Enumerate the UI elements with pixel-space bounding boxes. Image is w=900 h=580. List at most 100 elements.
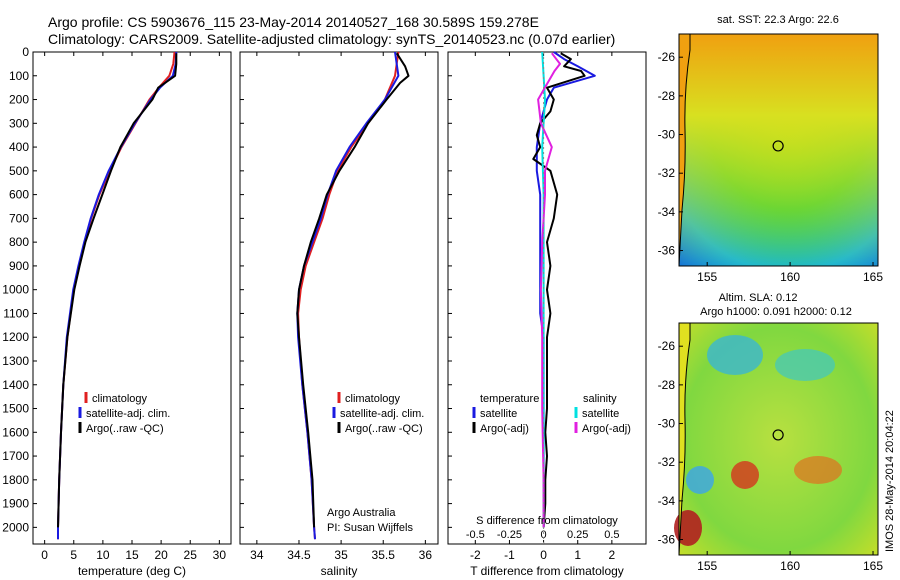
legend-climatology: climatology <box>92 393 148 405</box>
x-tick-label: -2 <box>470 548 481 562</box>
map-x-tick-label: 165 <box>863 270 883 284</box>
y-tick-label: 1700 <box>2 449 29 463</box>
x-tick-label: 5 <box>70 548 77 562</box>
map-y-tick-label: -36 <box>658 533 676 547</box>
legend-climatology: climatology <box>345 393 401 405</box>
y-tick-label: 200 <box>9 93 29 107</box>
map-y-tick-label: -36 <box>658 244 676 258</box>
legend-argo: Argo(..raw -QC) <box>86 423 164 435</box>
x-tick-label: 25 <box>184 548 198 562</box>
sst-frame <box>678 33 879 267</box>
y-tick-label: 100 <box>9 69 29 83</box>
map-y-tick-label: -26 <box>658 339 676 353</box>
x-tick-label: 1 <box>574 548 581 562</box>
salinity-legend: climatology satellite-adj. clim. Argo(..… <box>332 392 424 435</box>
y-tick-label: 300 <box>9 116 29 130</box>
map-y-tick-label: -34 <box>658 494 676 508</box>
map-y-tick-label: -34 <box>658 205 676 219</box>
y-tick-label: 1500 <box>2 402 29 416</box>
sla-eddy-high <box>794 456 842 484</box>
legend-satellite: satellite-adj. clim. <box>340 408 424 420</box>
map-y-tick-label: -28 <box>658 89 676 103</box>
y-tick-label: 900 <box>9 259 29 273</box>
map-y-tick-label: -32 <box>658 166 676 180</box>
series-line-argo-raw-qc- <box>296 52 410 528</box>
s-tick-label: 0.25 <box>567 529 588 541</box>
sla-eddy-low <box>707 335 763 375</box>
temperature-axes <box>32 51 232 545</box>
s-tick-label: -0.5 <box>466 529 485 541</box>
annotation-org: Argo Australia <box>327 507 396 519</box>
difference-xlabel: T difference from climatology <box>470 564 624 578</box>
sla-map-title-1: Altim. SLA: 0.12 <box>719 292 798 304</box>
salinity-series <box>296 51 410 540</box>
map-y-tick-label: -32 <box>658 455 676 469</box>
annotation-pi: PI: Susan Wijffels <box>327 522 413 534</box>
y-tick-label: 800 <box>9 235 29 249</box>
sst-argo-marker <box>772 140 784 152</box>
sla-map-title-2: Argo h1000: 0.091 h2000: 0.12 <box>700 306 852 318</box>
map-y-tick-label: -26 <box>658 50 676 64</box>
temperature-xlabel: temperature (deg C) <box>78 564 186 578</box>
x-tick-label: 36 <box>419 548 433 562</box>
legend-s-satellite: satellite <box>582 408 619 420</box>
y-tick-label: 2000 <box>2 520 29 534</box>
legend-t-satellite: satellite <box>480 408 517 420</box>
series-line-s-argo-adj- <box>537 52 561 528</box>
sla-map-ticks: 155 160 165 -26 -28 -30 -32 -34 -36 <box>658 339 884 573</box>
sla-eddy-high <box>674 510 702 546</box>
sla-frame <box>678 322 879 556</box>
legend-title-salinity: salinity <box>583 393 617 405</box>
x-tick-label: 0 <box>41 548 48 562</box>
y-tick-label: 1300 <box>2 354 29 368</box>
map-x-tick-label: 155 <box>697 559 717 573</box>
difference-panel: -2 -1 0 1 2 -0.5 -0.25 0 0.25 0.5 T difference fr… <box>447 51 647 578</box>
sst-map-title: sat. SST: 22.3 Argo: 22.6 <box>717 14 839 26</box>
sla-map-panel: Altim. SLA: 0.12 Argo h1000: 0.091 h2000… <box>658 292 884 573</box>
sst-warm-band <box>679 34 878 266</box>
temperature-axis-ticks: 0 5 10 15 20 25 30 <box>41 52 226 562</box>
temperature-legend: climatology satellite-adj. clim. Argo(..… <box>78 392 170 435</box>
difference-legend: temperature salinity satellite Argo(-adj… <box>472 393 631 435</box>
salinity-axis-ticks: 34 34.5 35 35.5 36 <box>240 51 433 562</box>
sla-eddy-high <box>731 461 759 489</box>
x-tick-label: 34 <box>250 548 264 562</box>
s-tick-label: 0.5 <box>604 529 619 541</box>
map-y-tick-label: -28 <box>658 378 676 392</box>
y-tick-label: 1800 <box>2 473 29 487</box>
x-tick-label: 0 <box>540 548 547 562</box>
header-line1: Argo profile: CS 5903676_115 23-May-2014… <box>48 14 539 30</box>
x-tick-label: 10 <box>96 548 110 562</box>
x-tick-label: -1 <box>504 548 515 562</box>
temperature-series <box>57 51 178 540</box>
map-x-tick-label: 165 <box>863 559 883 573</box>
salinity-xlabel: salinity <box>321 564 358 578</box>
sla-eddy-low <box>775 349 835 381</box>
side-stamp: IMOS 28-May-2014 20:04:22 <box>884 410 896 552</box>
s-tick-label: -0.25 <box>497 529 522 541</box>
legend-s-argo: Argo(-adj) <box>582 423 631 435</box>
series-line-argo-raw-qc- <box>57 53 178 528</box>
x-tick-label: 15 <box>125 548 139 562</box>
map-x-tick-label: 160 <box>780 559 800 573</box>
sst-map-ticks: 155 160 165 -26 -28 -30 -32 -34 -36 <box>658 50 884 284</box>
x-tick-label: 2 <box>609 548 616 562</box>
y-tick-label: 600 <box>9 188 29 202</box>
header-line2: Climatology: CARS2009. Satellite-adjuste… <box>48 31 615 47</box>
y-tick-label: 700 <box>9 211 29 225</box>
sla-eddy-low <box>686 466 714 494</box>
y-tick-label: 1400 <box>2 378 29 392</box>
sla-coastline <box>678 322 691 556</box>
sla-argo-marker <box>772 429 784 441</box>
map-y-tick-label: -30 <box>658 417 676 431</box>
depth-axis-ticks: 0 100 200 300 400 500 600 700 800 900 1000 1100 1200… <box>2 45 37 534</box>
salinity-panel: 34 34.5 35 35.5 36 salinity climatology sate… <box>239 51 439 578</box>
x-tick-label: 34.5 <box>287 548 311 562</box>
y-tick-label: 400 <box>9 140 29 154</box>
legend-title-temperature: temperature <box>480 393 539 405</box>
legend-satellite: satellite-adj. clim. <box>86 408 170 420</box>
map-x-tick-label: 160 <box>780 270 800 284</box>
y-tick-label: 1600 <box>2 425 29 439</box>
salinity-axes <box>239 51 439 545</box>
